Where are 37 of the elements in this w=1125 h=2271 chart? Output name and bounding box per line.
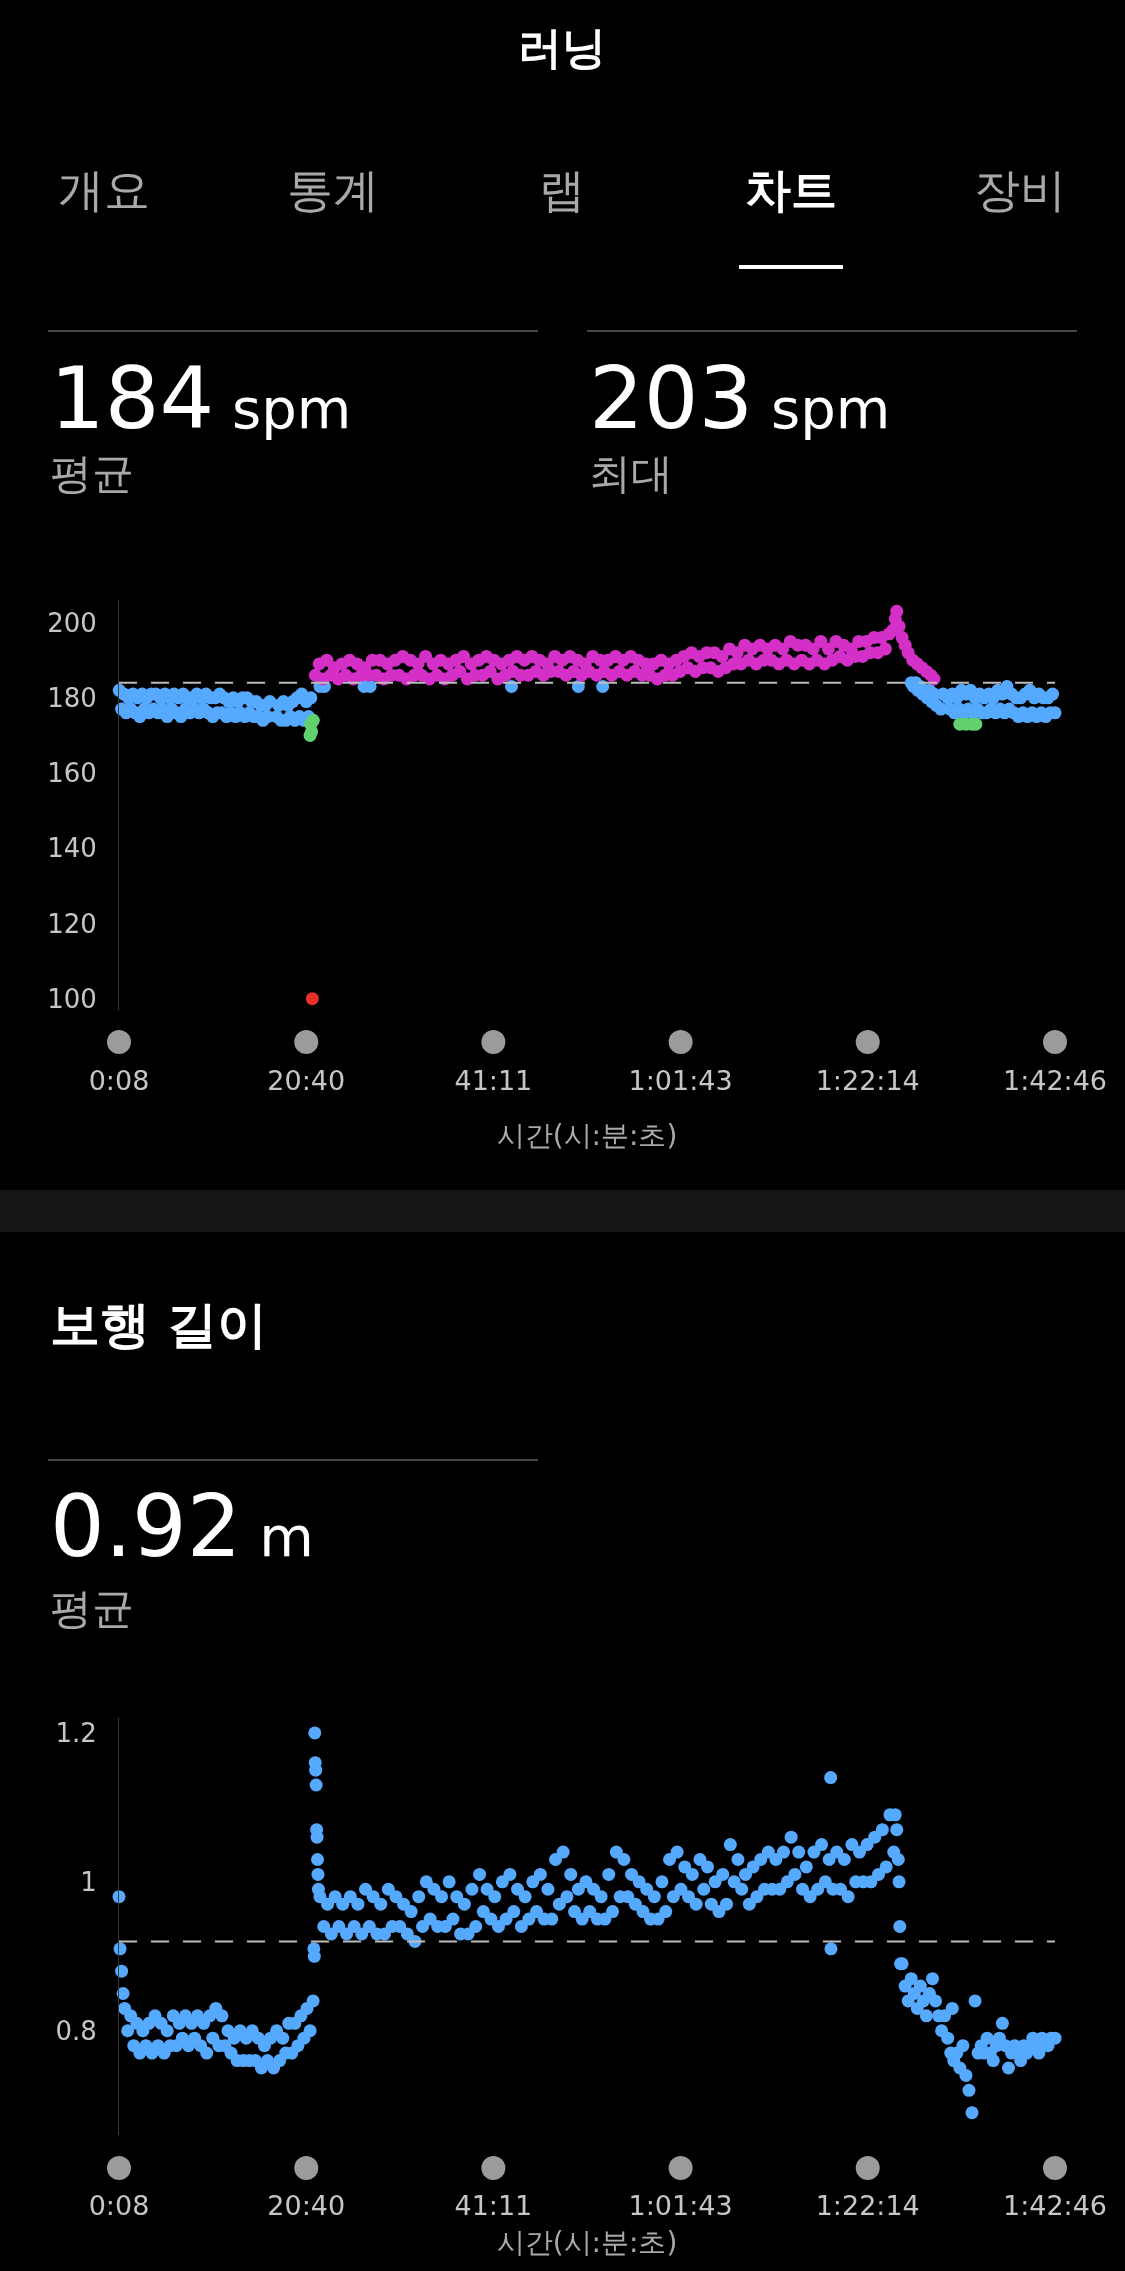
text: 통계 bbox=[287, 163, 379, 217]
y-tick-label: 120 bbox=[47, 908, 97, 939]
x-tick-label: 41:11 bbox=[454, 1065, 533, 1096]
x-tick-label: 1:42:46 bbox=[1002, 1065, 1108, 1096]
y-tick-label: 1 bbox=[80, 1866, 97, 1897]
text: 평균 bbox=[50, 1584, 134, 1633]
y-tick-label: 0.8 bbox=[55, 2015, 97, 2046]
x-tick-label: 1:01:43 bbox=[628, 1065, 733, 1096]
text: 차트 bbox=[745, 163, 837, 217]
x-tick-label: 20:40 bbox=[267, 1065, 346, 1096]
y-tick-label: 140 bbox=[47, 833, 97, 864]
y-tick-label: 1.2 bbox=[55, 1717, 97, 1748]
y-tick-label: 200 bbox=[47, 607, 97, 638]
x-tick-label: 1:01:43 bbox=[628, 2190, 733, 2221]
text: 러닝 bbox=[518, 22, 606, 73]
chart-title: 보행 길이 bbox=[50, 1296, 268, 1354]
x-tick-label: 41:11 bbox=[454, 2190, 533, 2221]
text: 평균 bbox=[50, 449, 134, 498]
x-tick-label: 1:42:46 bbox=[1002, 2190, 1108, 2221]
x-tick-label: 0:08 bbox=[88, 2190, 150, 2221]
x-tick-label: 1:22:14 bbox=[815, 2190, 920, 2221]
text: 203 spm bbox=[589, 348, 891, 448]
y-tick-label: 100 bbox=[47, 983, 97, 1014]
x-tick-label: 20:40 bbox=[267, 2190, 346, 2221]
text: 개요 bbox=[58, 163, 150, 217]
y-tick-label: 160 bbox=[47, 758, 97, 789]
x-axis-title: 시간(시:분:초) bbox=[496, 1119, 678, 1153]
text: 0.92 m bbox=[50, 1476, 314, 1576]
text: 장비 bbox=[974, 163, 1066, 217]
text: 랩 bbox=[539, 163, 585, 217]
x-axis-title: 시간(시:분:초) bbox=[496, 2226, 678, 2260]
x-tick-label: 1:22:14 bbox=[815, 1065, 920, 1096]
point bbox=[305, 992, 319, 1006]
y-tick-label: 180 bbox=[47, 682, 97, 713]
x-tick-label: 0:08 bbox=[88, 1065, 150, 1096]
text: 최대 bbox=[589, 449, 673, 498]
text: 184 spm bbox=[50, 348, 352, 448]
